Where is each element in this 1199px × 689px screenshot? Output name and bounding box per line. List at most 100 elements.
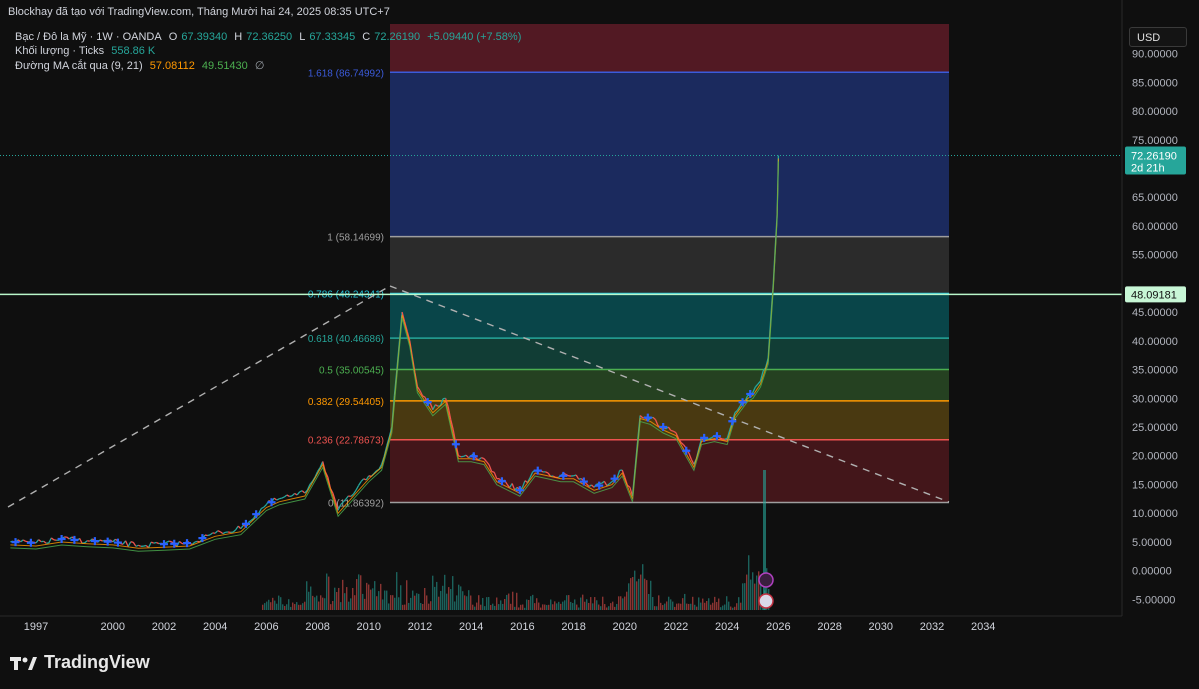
volume-bar (414, 595, 416, 610)
volume-bar (410, 597, 412, 610)
volume-bar (690, 603, 692, 610)
volume-bar (600, 606, 602, 610)
ma-hidden-icon[interactable]: ∅ (254, 60, 265, 72)
y-tick-label: 85.00000 (1132, 77, 1178, 89)
volume-bar (494, 605, 496, 610)
price-segment (673, 430, 677, 434)
tradingview-logo[interactable]: TradingView (10, 652, 150, 673)
volume-bar (328, 576, 330, 610)
price-segment (283, 494, 288, 498)
volume-bar (730, 606, 732, 610)
ma-slow-line (10, 161, 779, 552)
price-segment (289, 495, 293, 498)
volume-bar (452, 576, 454, 610)
volume-bar (434, 586, 436, 610)
price-segment (84, 540, 88, 544)
legend-volume[interactable]: Khối lượng · Ticks 558.86 K (15, 45, 159, 57)
price-segment (248, 519, 252, 523)
volume-bar (552, 604, 554, 610)
price-segment (603, 480, 608, 487)
price-segment (332, 493, 337, 502)
volume-bar (456, 595, 458, 610)
price-segment (360, 478, 365, 482)
price-segment (20, 539, 24, 543)
volume-bar (728, 601, 730, 610)
price-segment (191, 541, 196, 546)
price-segment (585, 483, 590, 487)
fib-zone-0.786 (390, 293, 949, 339)
volume-bar (698, 597, 700, 610)
y-axis: 90.00000 85.00000 80.00000 75.00000 65.00000… (1121, 0, 1178, 616)
volume-bar (342, 579, 344, 610)
volume-bar (348, 601, 350, 610)
volume-bar (544, 604, 546, 610)
x-tick-label: 2014 (459, 621, 483, 633)
price-segment (444, 398, 449, 407)
x-tick-label: 2030 (869, 621, 893, 633)
fib-zone-1.618 (390, 72, 949, 237)
volume-bar (592, 603, 594, 610)
price-segment (545, 471, 549, 474)
volume-bar (700, 602, 702, 610)
volume-bar (692, 596, 694, 610)
volume-bar (758, 571, 760, 610)
price-segment (340, 501, 344, 506)
price-segment (708, 437, 713, 440)
volume-bar (752, 572, 754, 610)
volume-bar (368, 584, 370, 610)
price-segment (606, 483, 610, 487)
volume-bar (488, 597, 490, 610)
volume-bar (334, 587, 336, 610)
volume-bar (672, 601, 674, 610)
price-segment (465, 454, 470, 459)
volume-bar (492, 603, 494, 610)
volume-bar (712, 602, 714, 610)
volume-bar (274, 600, 276, 610)
price-segment (166, 540, 170, 543)
volume-bar (320, 595, 322, 610)
price-segment (526, 477, 531, 483)
trend-line-down (389, 285, 950, 503)
volume-bar (482, 597, 484, 610)
volume-bar (630, 578, 632, 610)
volume-bar (586, 599, 588, 610)
y-tick-label: 35.00000 (1132, 365, 1178, 377)
volume-bar (622, 598, 624, 610)
volume-bar (276, 603, 278, 610)
price-segment (652, 416, 656, 421)
x-tick-label: 2024 (715, 621, 739, 633)
volume-bar (464, 595, 466, 610)
volume-bar (514, 606, 516, 610)
volume-bar (548, 604, 550, 610)
ma-cross-marker (610, 474, 619, 483)
price-segment (616, 470, 621, 479)
last-price-value: 72.26190 (1131, 150, 1177, 162)
y-tick-label: 65.00000 (1132, 192, 1178, 204)
volume-bar (428, 603, 430, 610)
ma-cross-marker (423, 398, 432, 407)
volume-bar (426, 595, 428, 610)
price-segment (306, 484, 311, 491)
volume-bar (744, 583, 746, 610)
volume-bar (644, 578, 646, 610)
price-segment (406, 331, 411, 341)
legend-ma[interactable]: Đường MA cắt qua (9, 21) 57.08112 49.514… (15, 59, 268, 72)
volume-bar (476, 602, 478, 610)
currency-button[interactable]: USD (1129, 27, 1187, 47)
price-segment (365, 475, 370, 481)
volume-bar (294, 604, 296, 610)
price-segment (217, 530, 221, 533)
y-tick-label: 20.00000 (1132, 451, 1178, 463)
volume-bar (736, 603, 738, 610)
price-segment (401, 311, 406, 322)
volume-bar (534, 603, 536, 610)
ma-cross-marker (170, 539, 179, 548)
volume-bar (430, 601, 432, 610)
price-segment (463, 454, 467, 457)
price-segment (296, 491, 301, 496)
volume-bar (284, 605, 286, 610)
price-segment (678, 438, 682, 444)
price-segment (281, 496, 285, 499)
